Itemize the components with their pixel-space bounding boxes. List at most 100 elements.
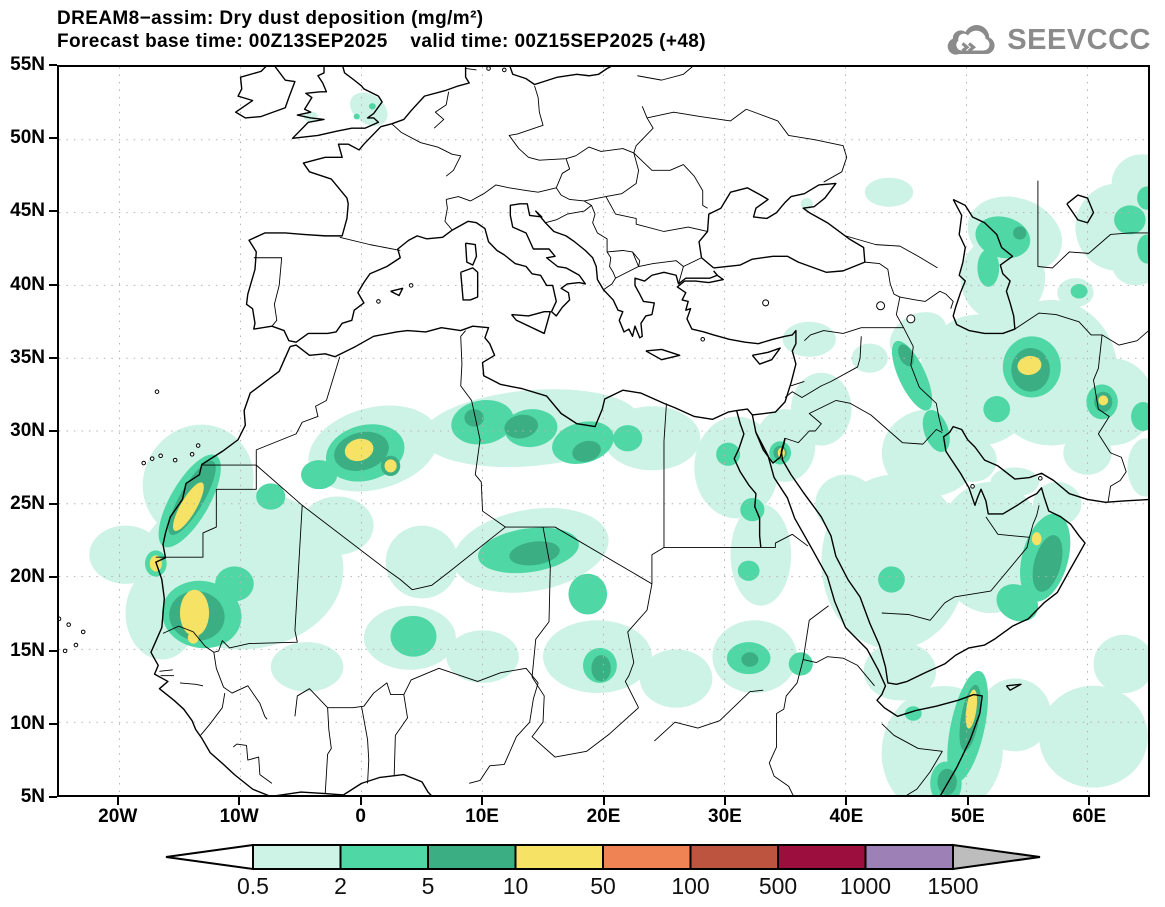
legend-label: 5 — [422, 873, 435, 899]
country-border-layer — [155, 67, 1148, 795]
lat-tick-label: 50N — [10, 127, 45, 149]
country-border — [624, 583, 653, 708]
legend-label: 100 — [671, 873, 709, 899]
island-layer — [59, 67, 1043, 654]
dust-contour-level-2 — [568, 573, 608, 615]
lon-tick-label: 20E — [586, 806, 621, 827]
country-border — [545, 204, 592, 224]
dust-contour-level-2 — [1131, 401, 1148, 431]
country-border — [899, 290, 954, 309]
legend-label: 500 — [759, 873, 797, 899]
small-island — [408, 283, 414, 288]
lon-tick — [238, 797, 241, 805]
dust-contour-level-2 — [451, 400, 514, 445]
dust-contour-level-2 — [1137, 234, 1148, 264]
dust-contour-level-2 — [301, 460, 338, 490]
lat-tick-label: 40N — [10, 273, 45, 295]
dust-contour-level-10 — [1017, 355, 1042, 375]
dust-contour-level-5 — [1032, 535, 1063, 592]
country-border — [508, 85, 634, 161]
lon-tick — [845, 797, 848, 805]
lat-tick-label: 20N — [10, 566, 45, 588]
legend-swatch-10 — [514, 844, 604, 870]
lat-tick — [49, 137, 57, 140]
legend-label: 1000 — [840, 873, 891, 899]
country-border — [607, 250, 640, 279]
lon-tick — [481, 797, 484, 805]
country-border — [403, 667, 539, 695]
country-border — [255, 464, 506, 591]
lon-tick — [359, 797, 362, 805]
dust-contour-level-0.5 — [730, 503, 792, 606]
country-border — [830, 336, 862, 382]
dust-contour-level-0.5 — [89, 525, 162, 584]
country-border — [802, 605, 829, 660]
country-border — [784, 381, 832, 398]
legend-label: 50 — [590, 873, 616, 899]
country-border — [683, 257, 702, 267]
lat-tick — [49, 722, 57, 725]
coastline — [780, 425, 1148, 686]
country-border — [683, 164, 708, 209]
country-border — [584, 152, 640, 202]
country-border — [651, 547, 665, 584]
country-border — [200, 692, 226, 736]
country-border — [637, 67, 693, 81]
small-island — [1038, 476, 1043, 481]
dust-contour-level-5 — [591, 655, 611, 682]
country-border — [881, 723, 943, 795]
country-border — [803, 656, 875, 687]
country-border — [903, 327, 943, 432]
small-island — [189, 452, 195, 457]
country-border — [179, 682, 204, 687]
dust-contour-level-0.5 — [948, 438, 997, 483]
legend-colorbar-svg: 0.5 2 5 10 50 100 500 1000 1500 — [165, 843, 1041, 899]
dust-contour-level-0.5 — [936, 481, 1046, 613]
coastline — [234, 67, 296, 119]
coastline — [460, 267, 479, 301]
country-border — [1093, 334, 1127, 503]
legend-label: 0.5 — [237, 873, 269, 899]
lat-tick — [49, 649, 57, 652]
dust-contour-level-2 — [922, 410, 950, 452]
cloud-logo-icon — [947, 25, 995, 55]
coastline — [1005, 683, 1022, 691]
country-border — [460, 330, 506, 528]
dust-contour-level-5 — [464, 409, 484, 427]
coastline — [289, 274, 797, 428]
dust-contour-level-10 — [187, 631, 199, 644]
dust-shading-layer — [89, 92, 1148, 795]
coastline — [291, 67, 383, 140]
dust-contour-level-0.5 — [815, 474, 876, 533]
country-border — [646, 108, 747, 122]
country-border — [864, 261, 904, 328]
lat-tick-label: 15N — [10, 639, 45, 661]
coastline — [464, 242, 478, 266]
dust-contour-level-5 — [741, 652, 759, 667]
dust-contour-level-5 — [572, 440, 601, 462]
country-border — [361, 706, 370, 784]
dust-contour-level-0.5 — [639, 649, 713, 708]
country-border — [633, 152, 684, 171]
country-border — [162, 625, 215, 653]
dust-contour-level-2 — [1070, 284, 1088, 299]
coastline — [390, 287, 404, 297]
dust-contour-level-2 — [983, 395, 1011, 423]
coastline — [509, 67, 612, 86]
small-island — [149, 456, 155, 461]
dust-contour-level-0.5 — [1127, 438, 1148, 497]
lon-tick — [723, 797, 726, 805]
lon-tick-label: 10E — [465, 806, 499, 827]
country-border — [531, 526, 551, 678]
lon-tick — [966, 797, 969, 805]
small-island — [501, 67, 507, 73]
country-border — [845, 235, 938, 269]
small-island — [141, 460, 146, 466]
small-island — [80, 629, 86, 635]
legend-swatch-500 — [777, 844, 867, 870]
dust-contour-level-2 — [878, 566, 905, 593]
small-island — [59, 616, 62, 622]
lat-tick-label: 10N — [10, 712, 45, 734]
legend-swatch-2 — [339, 844, 429, 870]
lat-tick-label: 45N — [10, 200, 45, 222]
